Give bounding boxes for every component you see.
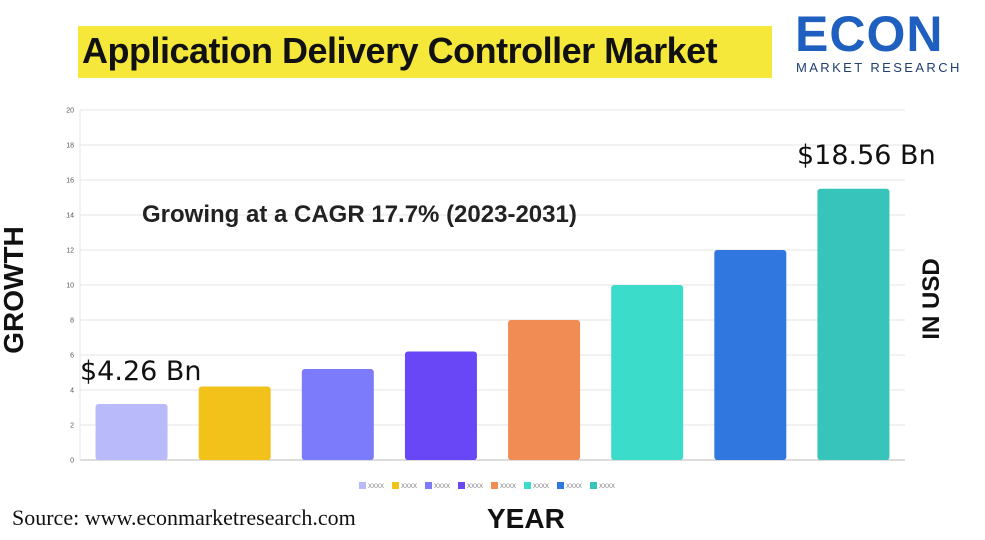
legend-swatch (524, 482, 531, 489)
start-value-label: $4.26 Bn (80, 356, 202, 387)
legend-swatch (557, 482, 564, 489)
y-tick-label: 0 (70, 458, 74, 465)
legend-label: XXXX (533, 484, 549, 490)
bar (817, 188, 890, 460)
y-tick-label: 6 (70, 353, 74, 360)
legend-swatch (491, 482, 498, 489)
legend-label: XXXX (368, 484, 384, 490)
legend-label: XXXX (500, 484, 516, 490)
title-highlight (78, 26, 772, 78)
bar (714, 250, 787, 460)
y-tick-label: 14 (66, 213, 74, 220)
bar (95, 404, 168, 460)
bars (95, 188, 890, 460)
y-tick-label: 4 (70, 388, 74, 395)
bar (404, 351, 477, 460)
source-text: Source: www.econmarketresearch.com (12, 505, 356, 530)
y-tick-label: 10 (66, 283, 74, 290)
y-tick-label: 2 (70, 423, 74, 430)
y-tick-label: 16 (66, 178, 74, 185)
bar (301, 369, 374, 460)
cagr-annotation: Growing at a CAGR 17.7% (2023-2031) (142, 201, 577, 228)
legend-swatch (359, 482, 366, 489)
legend-swatch (425, 482, 432, 489)
legend-label: XXXX (467, 484, 483, 490)
legend-label: XXXX (434, 484, 450, 490)
y-tick-labels: 0 2 4 6 8 10 12 14 16 18 20 (66, 108, 74, 465)
logo-text: ECON (795, 6, 944, 62)
legend-label: XXXX (566, 484, 582, 490)
legend-label: XXXX (599, 484, 615, 490)
legend-swatch (590, 482, 597, 489)
y-tick-label: 12 (66, 248, 74, 255)
legend: XXXX XXXX XXXX XXXX XXXX XXXX XXXX XXXX (359, 482, 615, 490)
page-title: Application Delivery Controller Market (82, 30, 718, 71)
y-tick-label: 8 (70, 318, 74, 325)
legend-swatch (458, 482, 465, 489)
econ-logo: ECON MARKET RESEARCH (795, 6, 975, 76)
legend-swatch (392, 482, 399, 489)
y-tick-label: 20 (66, 108, 74, 115)
bar (611, 285, 684, 460)
logo-subtitle: MARKET RESEARCH (796, 60, 962, 75)
y-tick-label: 18 (66, 143, 74, 150)
x-axis-label: YEAR (487, 503, 565, 534)
legend-label: XXXX (401, 484, 417, 490)
bar (508, 320, 581, 460)
bar (198, 386, 271, 460)
end-value-label: $18.56 Bn (797, 140, 936, 171)
